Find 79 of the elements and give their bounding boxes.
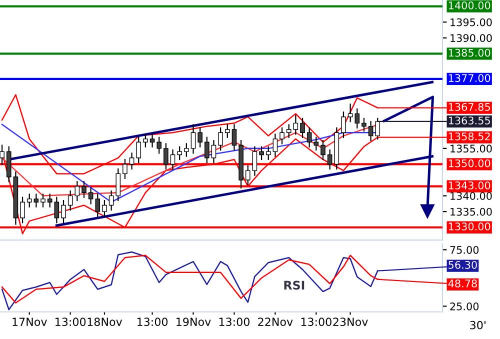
x-tick-label: 19Nov <box>176 318 211 326</box>
candlestick <box>300 118 305 138</box>
ref-line-label: 1330.00 <box>448 222 490 230</box>
ref-line-label: 1350.00 <box>448 159 490 168</box>
candlestick <box>143 134 148 148</box>
candlestick <box>108 190 114 211</box>
candlestick <box>211 140 216 164</box>
candlestick <box>306 127 312 148</box>
candlestick <box>102 200 107 217</box>
y-tick-label: 1390.00 <box>450 34 492 42</box>
data-label: 1358.52 <box>448 132 490 140</box>
candlestick <box>245 165 250 186</box>
x-axis-title: 30' <box>470 320 486 330</box>
candlestick <box>20 196 25 224</box>
candlestick <box>198 127 202 148</box>
candlestick <box>136 136 142 164</box>
candlestick <box>266 146 271 160</box>
candlestick <box>368 121 374 142</box>
candlestick <box>252 146 258 176</box>
ref-line-label: 1343.00 <box>448 181 490 190</box>
candlestick <box>320 140 326 160</box>
y-tick-label: 1340.00 <box>450 192 492 200</box>
candlestick <box>129 152 134 170</box>
candlestick <box>354 108 360 128</box>
candlestick <box>204 136 210 164</box>
x-tick-label: 13:00 <box>219 318 250 326</box>
y-tick-label: 1335.00 <box>450 208 492 216</box>
data-label: 56.30 <box>448 260 477 269</box>
candlestick <box>327 149 332 170</box>
candlestick <box>74 181 80 202</box>
candlestick <box>116 168 121 202</box>
y-tick-label: 1395.00 <box>450 18 492 26</box>
ref-line-label: 1385.00 <box>448 48 490 57</box>
candlestick <box>26 194 32 208</box>
ref-line-label: 1400.00 <box>448 1 490 10</box>
x-tick-label: 17Nov <box>12 318 47 326</box>
candlestick <box>61 200 66 224</box>
x-tick-label: 22Nov <box>258 318 293 326</box>
candlestick <box>54 196 60 224</box>
candlestick <box>232 124 237 151</box>
candlestick <box>224 124 230 138</box>
candlestick <box>88 187 94 204</box>
y-tick-label: 1355.00 <box>450 144 492 153</box>
candlestick <box>293 114 298 135</box>
candlestick <box>286 124 292 138</box>
candlestick <box>150 134 155 148</box>
candlestick <box>82 181 86 198</box>
x-tick-label: 13:00 <box>56 318 86 326</box>
ref-line-label: 1377.00 <box>448 74 490 82</box>
candlestick <box>156 136 162 154</box>
candlestick <box>184 143 189 157</box>
candlestick <box>259 146 264 160</box>
candlestick <box>170 149 176 170</box>
candlestick <box>272 134 278 157</box>
y-tick-label: 25.00 <box>450 302 479 310</box>
candlestick <box>68 190 73 211</box>
x-tick-label: 13:00 <box>301 318 332 326</box>
candlestick <box>47 194 52 208</box>
y-tick-label: 75.00 <box>450 246 479 254</box>
candlestick <box>95 194 100 217</box>
candlestick <box>164 143 168 170</box>
candlestick <box>40 194 46 208</box>
x-tick-label: 13:00 <box>137 318 168 326</box>
data-label: 1367.85 <box>448 102 490 111</box>
candlestick <box>375 118 380 140</box>
data-label: 48.78 <box>448 280 477 288</box>
text: 1363.55 <box>448 116 490 124</box>
candlestick <box>341 112 346 138</box>
candlestick <box>122 158 128 179</box>
x-tick-label: 18Nov <box>88 318 122 326</box>
candlestick <box>0 144 4 165</box>
candlestick <box>190 124 196 154</box>
candlestick <box>177 146 182 160</box>
candlestick <box>218 127 223 151</box>
annotation: RSI <box>284 280 304 290</box>
candlestick <box>280 127 284 144</box>
x-tick-label: 23Nov <box>333 318 368 326</box>
candlestick <box>362 118 366 132</box>
candlestick <box>34 194 39 208</box>
